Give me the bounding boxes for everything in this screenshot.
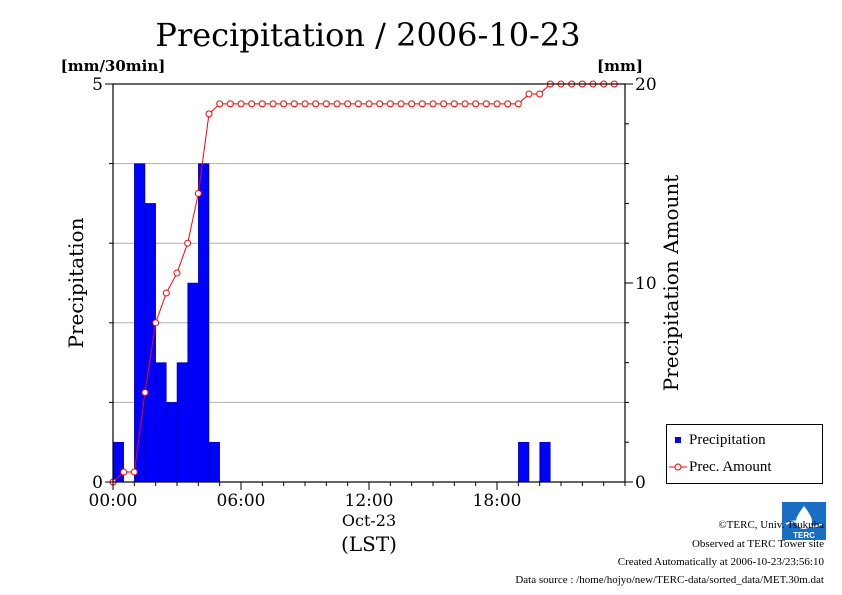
amount-point: [205, 110, 213, 118]
amount-point: [525, 90, 533, 98]
right-tick-label: 10: [635, 274, 657, 294]
amount-point: [226, 100, 234, 108]
x-tick-label: 18:00: [473, 491, 522, 511]
precip-bar: [539, 441, 551, 483]
x-axis-label: (LST): [341, 532, 397, 556]
legend-item-amount: Prec. Amount: [667, 457, 822, 477]
x-tick-label: 06:00: [217, 491, 266, 511]
amount-point: [120, 468, 128, 476]
right-tick-label: 20: [635, 75, 657, 95]
footer-observed: Observed at TERC Tower site: [691, 538, 824, 550]
amount-point: [440, 100, 448, 108]
amount-point: [130, 468, 138, 476]
amount-point: [386, 100, 394, 108]
amount-point: [280, 100, 288, 108]
x-tick-label: 12:00: [345, 491, 394, 511]
amount-point: [301, 100, 309, 108]
amount-point: [333, 100, 341, 108]
amount-point: [216, 100, 224, 108]
amount-point: [344, 100, 352, 108]
amount-point: [365, 100, 373, 108]
amount-point: [429, 100, 437, 108]
footer-source: Data source : /home/hojyo/new/TERC-data/…: [515, 574, 824, 586]
right-tick-label: 0: [635, 473, 646, 493]
right-axis-label: Precipitation Amount: [659, 175, 683, 392]
amount-point: [376, 100, 384, 108]
x-axis-date: Oct-23: [342, 511, 396, 530]
right-axis-unit: [mm]: [597, 57, 643, 75]
amount-point: [269, 100, 277, 108]
amount-point: [312, 100, 320, 108]
amount-point: [504, 100, 512, 108]
legend-swatch-bar: [675, 437, 681, 443]
amount-point: [493, 100, 501, 108]
amount-point: [141, 388, 149, 396]
amount-point: [536, 90, 544, 98]
legend: Precipitation Prec. Amount: [666, 424, 823, 484]
left-axis-unit: [mm/30min]: [61, 57, 166, 75]
amount-point: [514, 100, 522, 108]
precip-bar: [112, 441, 124, 483]
legend-item-precipitation: Precipitation: [667, 430, 822, 450]
footer-copyright: ©TERC, Univ. Tsukuba: [718, 519, 824, 531]
amount-point: [258, 100, 266, 108]
legend-label-precipitation: Precipitation: [689, 431, 766, 448]
amount-point: [162, 289, 170, 297]
amount-point: [194, 189, 202, 197]
amount-point: [397, 100, 405, 108]
amount-point: [152, 319, 160, 327]
x-tick-label: 00:00: [89, 491, 138, 511]
left-tick-label: 5: [92, 75, 103, 95]
legend-swatch-line: [669, 463, 687, 471]
amount-point: [322, 100, 330, 108]
amount-point: [408, 100, 416, 108]
precip-bar: [198, 163, 210, 483]
precip-bar: [166, 402, 178, 483]
amount-point: [237, 100, 245, 108]
precip-bar: [155, 362, 167, 483]
amount-point: [173, 269, 181, 277]
logo-text: TERC: [793, 531, 815, 540]
amount-point: [482, 100, 490, 108]
amount-point: [418, 100, 426, 108]
amount-point: [290, 100, 298, 108]
amount-point: [354, 100, 362, 108]
terc-logo: TERC: [782, 502, 826, 540]
footer-created: Created Automatically at 2006-10-23/23:5…: [617, 556, 824, 568]
amount-point: [450, 100, 458, 108]
precip-bar: [176, 362, 188, 483]
precip-bar: [187, 282, 199, 483]
amount-point: [461, 100, 469, 108]
amount-point: [184, 239, 192, 247]
precip-bar: [208, 441, 220, 483]
left-tick-label: 0: [92, 473, 103, 493]
chart-title: Precipitation / 2006-10-23: [155, 16, 580, 54]
amount-point: [248, 100, 256, 108]
legend-label-amount: Prec. Amount: [689, 458, 772, 475]
amount-point: [472, 100, 480, 108]
precip-bar: [518, 441, 530, 483]
left-axis-label: Precipitation: [64, 217, 88, 348]
precip-bar: [144, 203, 156, 483]
